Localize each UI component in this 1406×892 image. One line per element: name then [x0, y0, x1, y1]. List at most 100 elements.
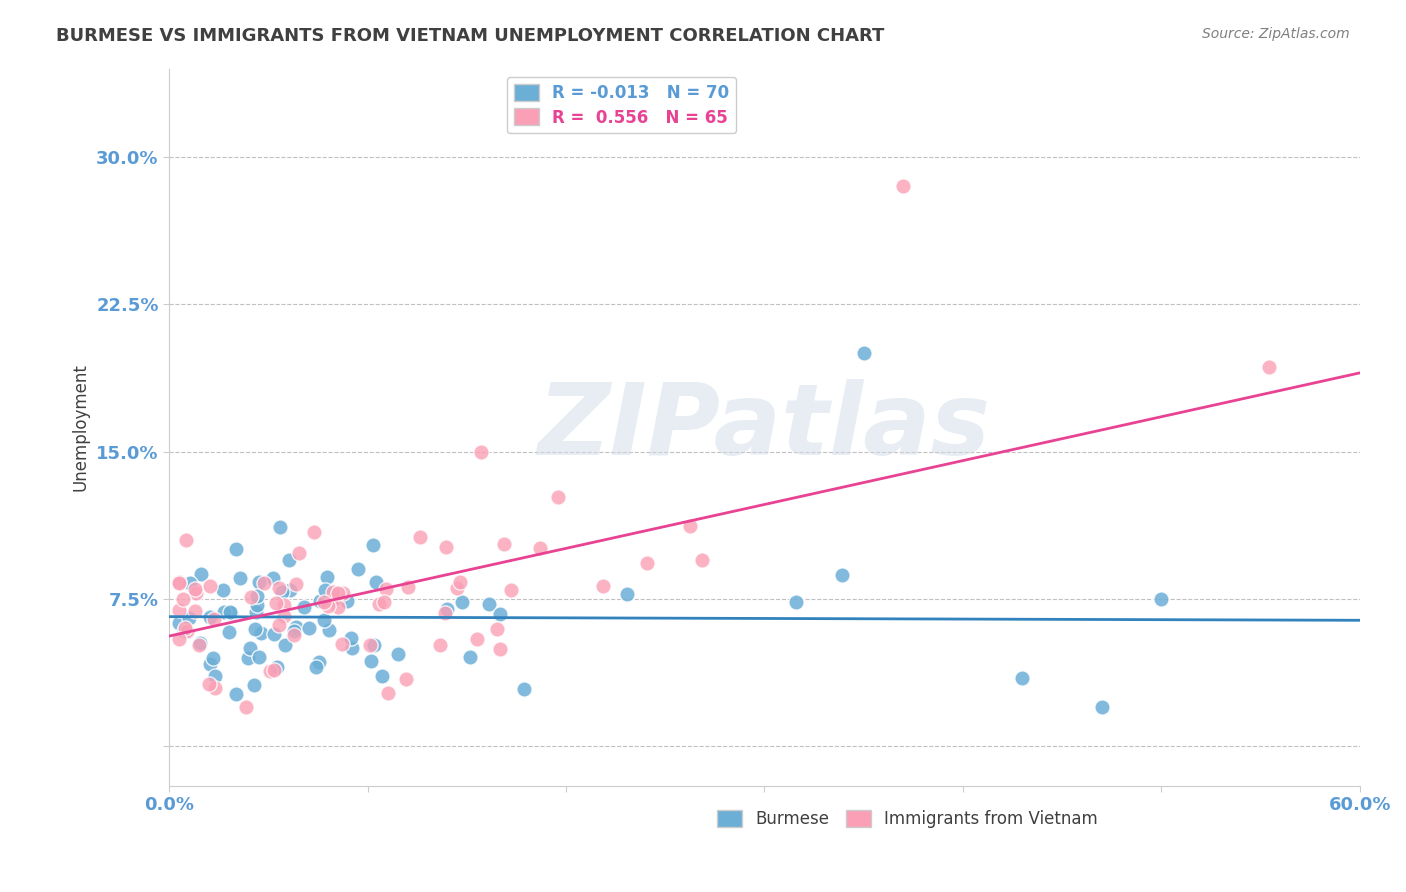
Point	[273, 609, 295, 624]
Point	[188, 636, 211, 650]
Point	[852, 346, 875, 360]
Point	[247, 650, 270, 665]
Point	[174, 620, 197, 634]
Point	[262, 571, 284, 585]
Point	[359, 638, 381, 652]
Point	[173, 624, 195, 638]
Point	[492, 536, 515, 550]
Point	[292, 600, 315, 615]
Point	[328, 600, 350, 615]
Point	[316, 599, 339, 614]
Point	[529, 541, 551, 556]
Point	[360, 654, 382, 668]
Point	[308, 655, 330, 669]
Point	[1258, 360, 1281, 375]
Point	[167, 603, 190, 617]
Point	[253, 575, 276, 590]
Point	[458, 650, 481, 665]
Point	[323, 591, 346, 606]
Point	[184, 604, 207, 618]
Point	[269, 581, 291, 595]
Point	[225, 687, 247, 701]
Point	[288, 546, 311, 560]
Point	[373, 595, 395, 609]
Point	[409, 530, 432, 544]
Point	[1011, 671, 1033, 685]
Point	[336, 594, 359, 608]
Point	[267, 618, 290, 632]
Point	[434, 541, 457, 555]
Point	[245, 605, 267, 619]
Point	[239, 641, 262, 656]
Point	[314, 582, 336, 597]
Point	[273, 598, 295, 612]
Point	[236, 650, 259, 665]
Point	[488, 607, 510, 622]
Point	[375, 582, 398, 597]
Point	[174, 533, 197, 547]
Point	[396, 580, 419, 594]
Point	[347, 561, 370, 575]
Point	[271, 585, 294, 599]
Point	[179, 576, 201, 591]
Point	[247, 575, 270, 590]
Point	[489, 641, 512, 656]
Point	[361, 538, 384, 552]
Point	[1150, 592, 1173, 607]
Point	[204, 668, 226, 682]
Point	[316, 570, 339, 584]
Point	[285, 620, 308, 634]
Point	[449, 575, 471, 590]
Point	[218, 625, 240, 640]
Point	[692, 553, 714, 567]
Point	[592, 579, 614, 593]
Point	[176, 624, 198, 638]
Point	[229, 571, 252, 585]
Point	[831, 567, 853, 582]
Point	[387, 647, 409, 661]
Point	[202, 612, 225, 626]
Point	[198, 610, 221, 624]
Point	[218, 606, 240, 620]
Point	[305, 660, 328, 674]
Point	[225, 542, 247, 557]
Point	[332, 585, 354, 599]
Point	[184, 582, 207, 597]
Point	[190, 567, 212, 582]
Point	[371, 668, 394, 682]
Point	[465, 632, 488, 646]
Point	[451, 595, 474, 609]
Point	[314, 595, 336, 609]
Text: BURMESE VS IMMIGRANTS FROM VIETNAM UNEMPLOYMENT CORRELATION CHART: BURMESE VS IMMIGRANTS FROM VIETNAM UNEMP…	[56, 27, 884, 45]
Point	[243, 678, 266, 692]
Point	[446, 581, 468, 595]
Point	[264, 597, 287, 611]
Point	[259, 664, 281, 678]
Point	[274, 638, 297, 652]
Point	[366, 574, 388, 589]
Point	[616, 586, 638, 600]
Point	[167, 632, 190, 647]
Point	[266, 660, 288, 674]
Point	[318, 623, 340, 637]
Point	[314, 613, 336, 627]
Point	[328, 586, 350, 600]
Point	[243, 622, 266, 636]
Point	[214, 605, 236, 619]
Point	[177, 610, 200, 624]
Point	[342, 641, 364, 656]
Point	[211, 583, 233, 598]
Point	[433, 606, 456, 620]
Point	[302, 525, 325, 540]
Point	[470, 444, 492, 458]
Point	[167, 616, 190, 631]
Point	[198, 677, 221, 691]
Point	[186, 586, 208, 600]
Legend: Burmese, Immigrants from Vietnam: Burmese, Immigrants from Vietnam	[710, 804, 1105, 835]
Point	[263, 627, 285, 641]
Point	[246, 599, 269, 613]
Text: ZIPatlas: ZIPatlas	[538, 378, 991, 475]
Point	[330, 637, 353, 651]
Point	[283, 628, 305, 642]
Point	[269, 520, 291, 534]
